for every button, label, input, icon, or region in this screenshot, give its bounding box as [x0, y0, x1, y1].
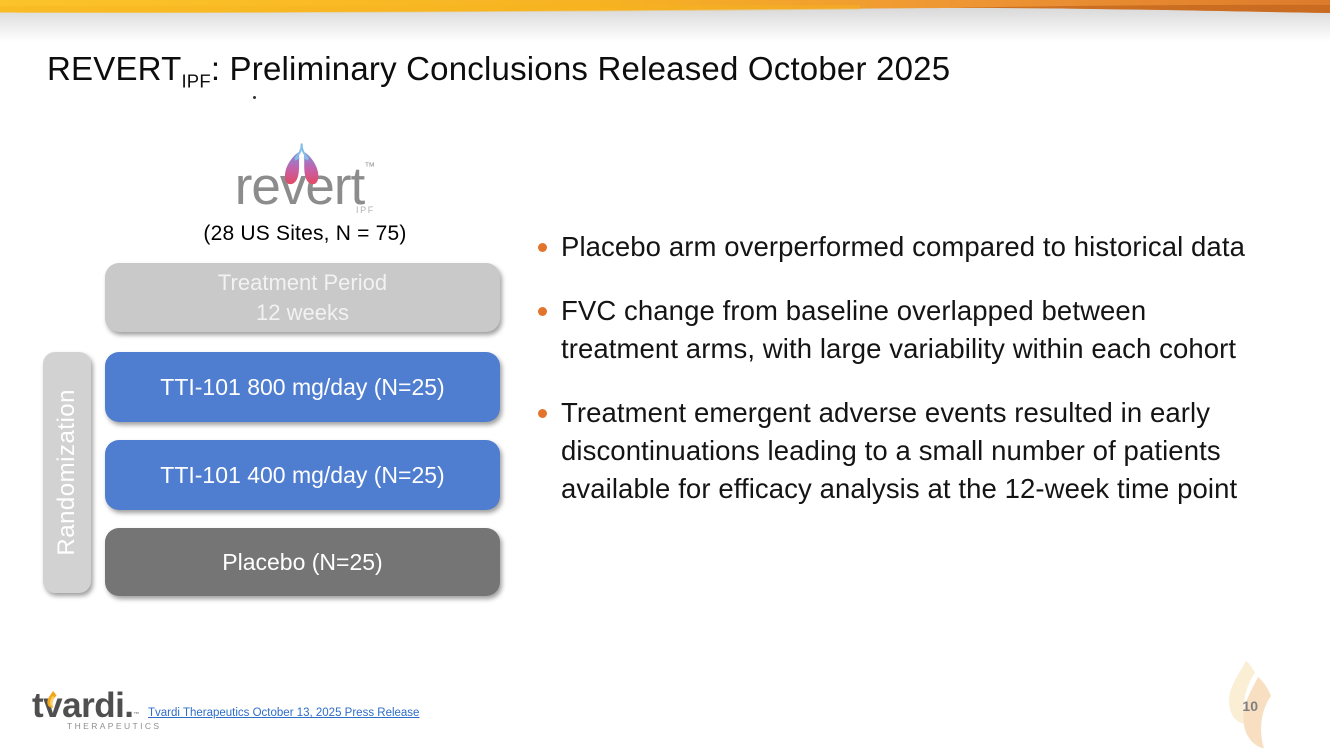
page-number: 10	[1242, 698, 1258, 714]
bullet-dot-icon	[538, 243, 547, 252]
bullet-dot-icon	[538, 409, 547, 418]
list-item: Treatment emergent adverse events result…	[538, 394, 1266, 508]
stray-period-mark	[253, 96, 256, 99]
arm-box-800mg: TTI-101 800 mg/day (N=25)	[105, 352, 500, 422]
slide-title: REVERTIPF: Preliminary Conclusions Relea…	[47, 50, 951, 90]
randomization-box: Randomization	[43, 352, 91, 593]
tvardi-wordmark: tvardi.™	[32, 688, 152, 723]
arm-box-400mg: TTI-101 400 mg/day (N=25)	[105, 440, 500, 510]
arm-label-800mg: TTI-101 800 mg/day (N=25)	[160, 373, 445, 400]
bullet-dot-icon	[538, 307, 547, 316]
bullet-text-fvc: FVC change from baseline overlapped betw…	[561, 295, 1237, 364]
list-item: Placebo arm overperformed compared to hi…	[538, 228, 1266, 266]
treatment-period-box: Treatment Period 12 weeks	[105, 263, 500, 332]
revert-ipf-label: IPF	[356, 205, 375, 215]
tvardi-therapeutics-label: THERAPEUTICS	[67, 721, 162, 731]
topbar-swoosh	[0, 0, 1330, 13]
arm-label-placebo: Placebo (N=25)	[222, 548, 383, 575]
bullet-text-adverse-events: Treatment emergent adverse events result…	[561, 397, 1238, 504]
sites-count-label: (28 US Sites, N = 75)	[203, 222, 407, 245]
arm-label-400mg: TTI-101 400 mg/day (N=25)	[160, 461, 445, 488]
bullet-text-placebo: Placebo arm overperformed compared to hi…	[561, 231, 1245, 262]
press-release-link[interactable]: Tvardi Therapeutics October 13, 2025 Pre…	[148, 707, 420, 719]
tvardi-logo: tvardi.™ THERAPEUTICS	[32, 688, 162, 731]
flame-watermark-icon	[1229, 661, 1271, 748]
lungs-icon	[278, 139, 326, 196]
revert-trademark: ™	[364, 161, 376, 173]
slide-title-main: REVERT	[47, 50, 182, 87]
treatment-period-line1: Treatment Period	[217, 270, 388, 296]
randomization-label: Randomization	[53, 389, 80, 556]
revert-wordmark: revert™	[180, 138, 430, 213]
revert-logo-block: revert™ IPF (28 US Sites, N = 75)	[180, 138, 430, 246]
revert-wordmark-text: revert	[234, 157, 365, 216]
flame-icon	[47, 691, 57, 708]
conclusions-list: Placebo arm overperformed compared to hi…	[538, 228, 1266, 534]
list-item: FVC change from baseline overlapped betw…	[538, 292, 1266, 368]
tvardi-trademark: ™	[133, 712, 140, 718]
treatment-period-line2: 12 weeks	[256, 299, 349, 325]
slide-title-subscript: IPF	[181, 70, 211, 92]
slide-title-rest: : Preliminary Conclusions Released Octob…	[210, 50, 951, 87]
arm-box-placebo: Placebo (N=25)	[105, 528, 500, 596]
